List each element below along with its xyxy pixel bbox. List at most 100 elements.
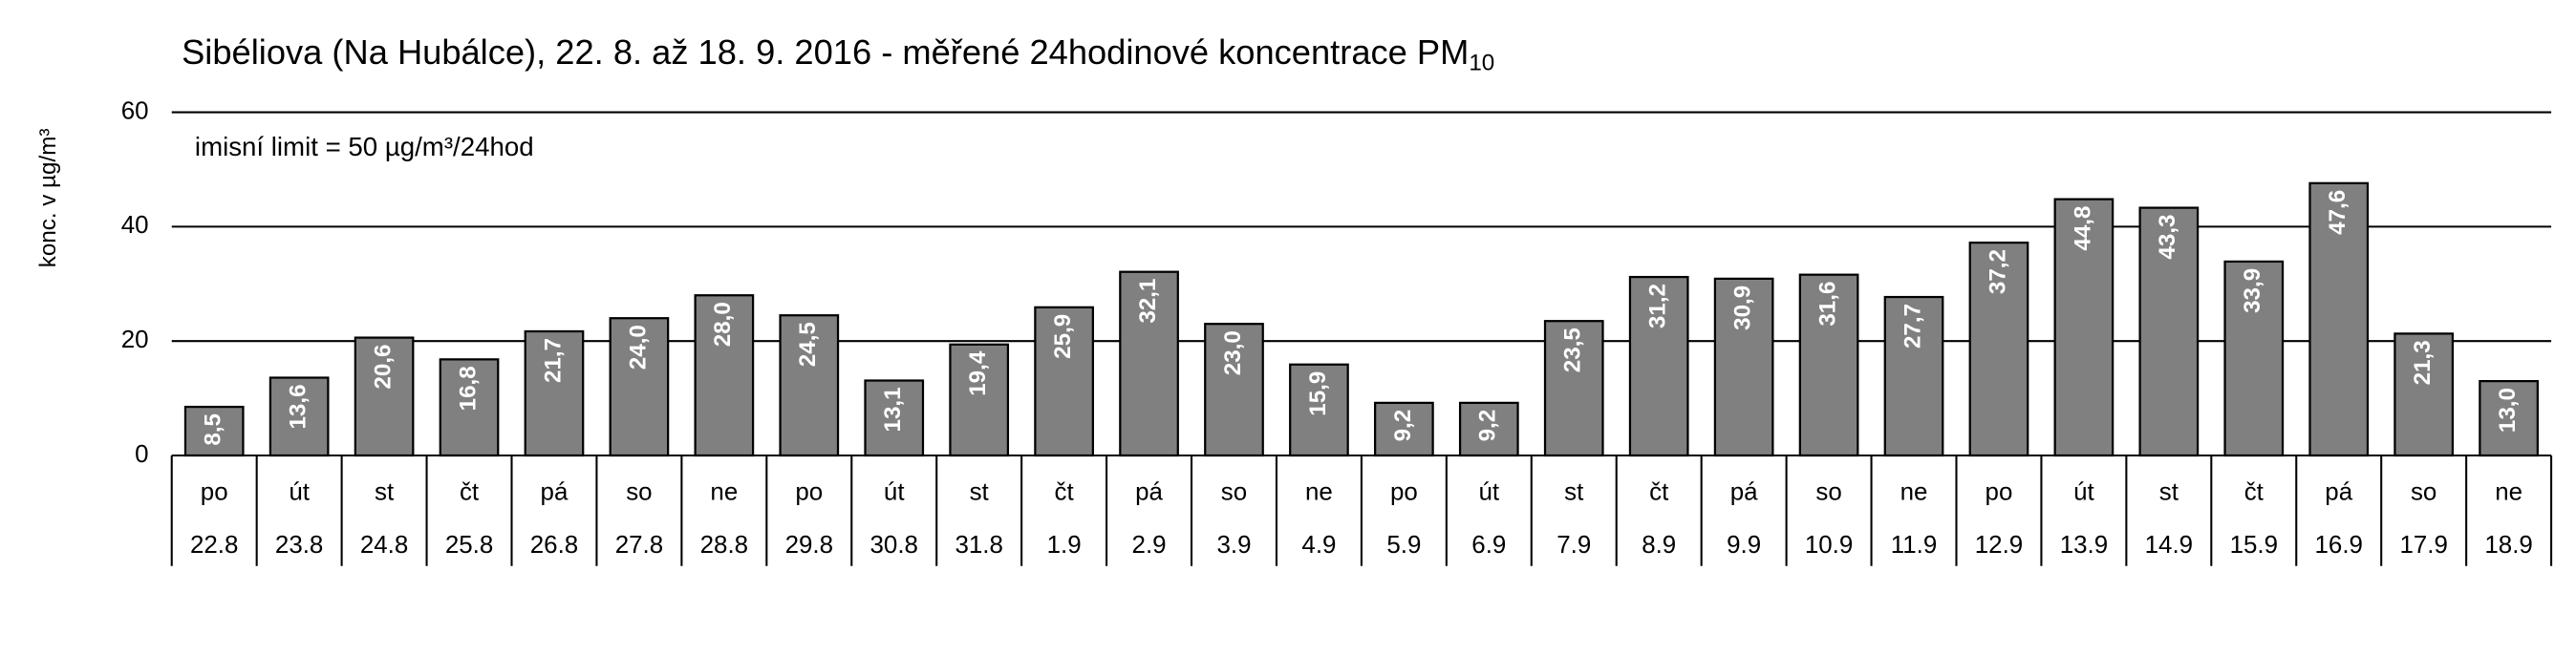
x-tick-label: 5.9 — [1386, 532, 1421, 559]
chart-title: Sibéliova (Na Hubálce), 22. 8. až 18. 9.… — [182, 32, 1494, 76]
weekday-label: so — [1815, 479, 1841, 506]
x-tick-label: 31.8 — [955, 532, 1002, 559]
x-tick-label: 22.8 — [190, 532, 238, 559]
value-label: 19,4 — [965, 350, 991, 396]
weekday-label: po — [201, 479, 228, 506]
bar — [1798, 273, 1859, 457]
value-label: 16,8 — [455, 366, 481, 411]
bar — [2479, 379, 2539, 457]
weekday-label: út — [289, 479, 310, 506]
value-label: 33,9 — [2240, 268, 2265, 313]
x-tick-label: 29.8 — [785, 532, 833, 559]
value-label: 23,0 — [1220, 330, 1246, 375]
weekday-label: po — [1986, 479, 2013, 506]
bar — [1628, 275, 1689, 457]
bar — [779, 314, 840, 457]
value-label: 25,9 — [1050, 314, 1076, 359]
weekday-label: pá — [1730, 479, 1758, 506]
weekday-label: st — [1564, 479, 1584, 506]
weekday-label: pá — [1135, 479, 1163, 506]
weekday-label: ne — [710, 479, 738, 506]
x-tick-label: 25.8 — [445, 532, 493, 559]
x-tick-label: 6.9 — [1471, 532, 1506, 559]
value-label: 24,5 — [795, 322, 821, 367]
weekday-label: čt — [460, 479, 480, 506]
x-tick-label: 27.8 — [615, 532, 663, 559]
weekday-label: st — [375, 479, 395, 506]
bar — [2223, 260, 2285, 457]
bar — [1204, 323, 1264, 457]
bar — [1374, 401, 1434, 457]
y-tick-label: 20 — [121, 327, 149, 353]
value-label: 20,6 — [370, 344, 396, 389]
bar — [439, 358, 500, 457]
bar — [864, 379, 925, 457]
x-tick-label: 8.9 — [1642, 532, 1676, 559]
bar — [694, 294, 755, 457]
bar — [2394, 332, 2455, 457]
bar — [1458, 401, 1519, 457]
x-tick-label: 24.8 — [360, 532, 408, 559]
weekday-label: st — [2159, 479, 2179, 506]
weekday-label: st — [970, 479, 990, 506]
value-label: 24,0 — [625, 325, 651, 370]
x-tick-label: 26.8 — [530, 532, 578, 559]
value-label: 43,3 — [2155, 215, 2180, 260]
value-label: 47,6 — [2325, 190, 2351, 235]
bar — [183, 405, 245, 457]
bar — [2308, 181, 2370, 457]
value-label: 13,1 — [880, 387, 906, 432]
x-tick-label: 30.8 — [870, 532, 918, 559]
value-label: 30,9 — [1730, 286, 1756, 330]
title-main: Sibéliova (Na Hubálce), 22. 8. až 18. 9.… — [182, 32, 1469, 72]
value-label: 15,9 — [1305, 371, 1331, 416]
value-label: 13,6 — [286, 384, 311, 429]
weekday-label: po — [1390, 479, 1418, 506]
x-tick-label: 13.9 — [2060, 532, 2108, 559]
weekday-label: ne — [2495, 479, 2522, 506]
weekday-label: čt — [1055, 479, 1075, 506]
bar — [949, 343, 1010, 457]
weekday-label: so — [1221, 479, 1247, 506]
bar — [1289, 363, 1349, 457]
weekday-label: út — [2073, 479, 2094, 506]
value-label: 21,7 — [540, 338, 566, 383]
value-label: 13,0 — [2495, 388, 2521, 433]
x-tick-label: 10.9 — [1805, 532, 1853, 559]
x-tick-label: 4.9 — [1301, 532, 1336, 559]
value-label: 32,1 — [1135, 279, 1161, 324]
title-subscript: 10 — [1469, 51, 1494, 76]
bar — [609, 317, 670, 457]
weekday-label: út — [884, 479, 905, 506]
y-tick-label: 60 — [121, 97, 149, 124]
value-label: 37,2 — [1985, 249, 2010, 294]
bar — [268, 376, 330, 457]
weekday-label: pá — [2325, 479, 2352, 506]
y-axis-label: konc. v µg/m³ — [35, 129, 61, 268]
y-tick-label: 0 — [135, 441, 148, 468]
bar — [1543, 320, 1604, 457]
x-tick-label: 28.8 — [700, 532, 748, 559]
weekday-label: ne — [1900, 479, 1928, 506]
y-tick-label: 40 — [121, 212, 149, 239]
x-tick-label: 14.9 — [2145, 532, 2193, 559]
weekday-label: čt — [2244, 479, 2265, 506]
weekday-label: pá — [541, 479, 569, 506]
bar — [2138, 206, 2200, 457]
bar — [1713, 277, 1774, 457]
x-tick-label: 18.9 — [2484, 532, 2532, 559]
bar — [524, 329, 585, 457]
value-label: 9,2 — [1390, 410, 1416, 442]
value-label: 31,6 — [1814, 282, 1840, 327]
value-label: 23,5 — [1560, 328, 1586, 372]
x-tick-label: 9.9 — [1727, 532, 1761, 559]
x-tick-label: 12.9 — [1975, 532, 2023, 559]
bar — [1034, 306, 1094, 457]
weekday-label: so — [2411, 479, 2436, 506]
x-tick-label: 17.9 — [2399, 532, 2447, 559]
x-tick-label: 15.9 — [2230, 532, 2278, 559]
bar — [354, 336, 415, 457]
x-tick-label: 1.9 — [1047, 532, 1082, 559]
value-label: 21,3 — [2410, 340, 2436, 385]
